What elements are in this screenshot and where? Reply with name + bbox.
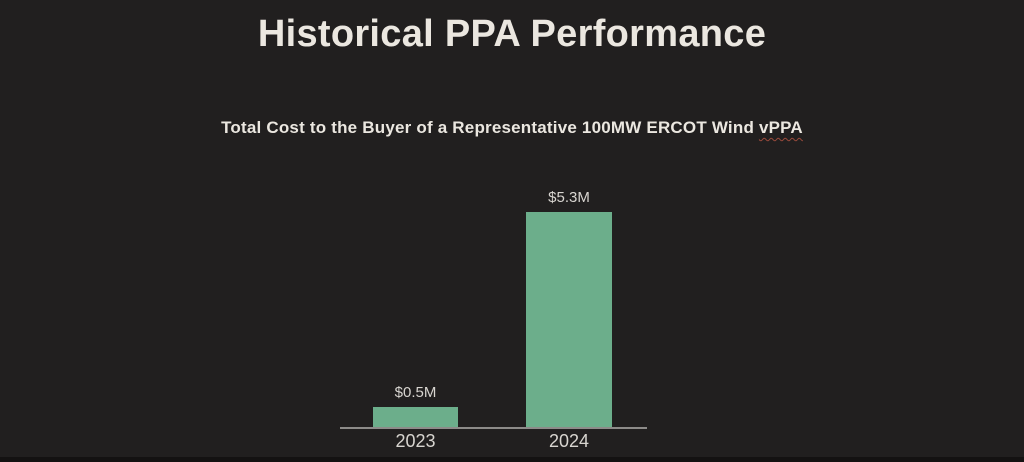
chart-subtitle: Total Cost to the Buyer of a Representat… [0,118,1024,138]
bar-value-label-2024: $5.3M [548,189,590,206]
x-tick-label-2024: 2024 [548,431,590,451]
bar-group-2024: $5.3M [526,189,612,427]
bar-2023 [373,407,458,427]
subtitle-text: Total Cost to the Buyer of a Representat… [221,118,759,137]
x-tick-label-2023: 2023 [395,431,436,451]
bar-value-label-2023: $0.5M [394,384,437,401]
x-axis-line [340,427,647,429]
bottom-edge-strip [0,457,1024,462]
subtitle-vppa-term: vPPA [758,118,803,137]
bar-2024 [526,212,612,427]
page-title: Historical PPA Performance [257,13,767,55]
bar-group-2023: $0.5M [373,384,458,427]
